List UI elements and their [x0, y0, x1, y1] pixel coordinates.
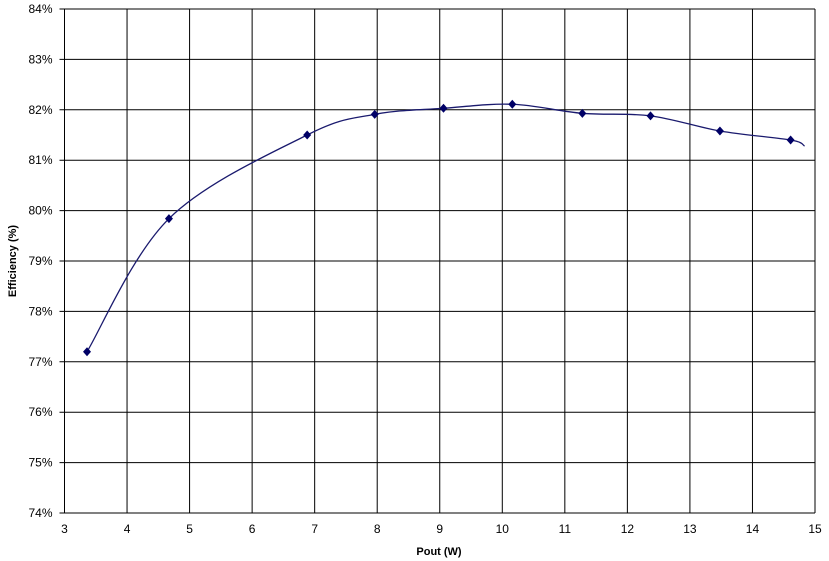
x-tick-label: 7: [311, 522, 318, 536]
y-tick-label: 76%: [28, 405, 52, 419]
x-tick-label: 6: [249, 522, 256, 536]
data-point: [508, 99, 517, 109]
y-tick-label: 79%: [28, 254, 52, 268]
x-tick-label: 15: [808, 522, 822, 536]
data-point: [439, 103, 448, 113]
y-tick-label: 77%: [28, 355, 52, 369]
x-tick-label: 9: [436, 522, 443, 536]
x-tick-label: 4: [124, 522, 131, 536]
data-point: [370, 109, 379, 119]
data-point: [83, 347, 92, 357]
y-tick-label: 81%: [28, 153, 52, 167]
y-tick-label: 75%: [28, 456, 52, 470]
data-point: [164, 214, 173, 224]
y-tick-label: 74%: [28, 506, 52, 520]
y-tick-label: 78%: [28, 304, 52, 318]
y-tick-label: 83%: [28, 52, 52, 66]
data-point: [786, 135, 795, 145]
x-tick-label: 10: [496, 522, 510, 536]
x-tick-label: 3: [61, 522, 68, 536]
x-tick-label: 13: [683, 522, 697, 536]
y-tick-label: 80%: [28, 204, 52, 218]
series-markers: [83, 99, 795, 357]
data-point: [715, 126, 724, 136]
x-tick-label: 14: [746, 522, 760, 536]
y-axis-label: Efficiency (%): [7, 225, 19, 297]
x-tick-label: 11: [559, 522, 572, 536]
y-tick-labels: 74% 75% 76% 77% 78% 79% 80% 81% 82% 83% 84%: [28, 2, 52, 520]
y-tick-label: 84%: [28, 2, 52, 16]
x-tick-labels: 3 4 5 6 7 8 9 10 11 12 13 14 15: [61, 522, 822, 536]
data-point: [303, 130, 312, 140]
data-point: [578, 108, 587, 118]
x-tick-label: 8: [374, 522, 381, 536]
x-tick-label: 5: [186, 522, 193, 536]
x-axis-label: Pout (W): [416, 546, 462, 558]
series-line: [86, 103, 805, 353]
data-point: [646, 111, 655, 121]
y-tick-label: 82%: [28, 103, 52, 117]
grid: [59, 8, 816, 514]
x-tick-label: 12: [621, 522, 635, 536]
